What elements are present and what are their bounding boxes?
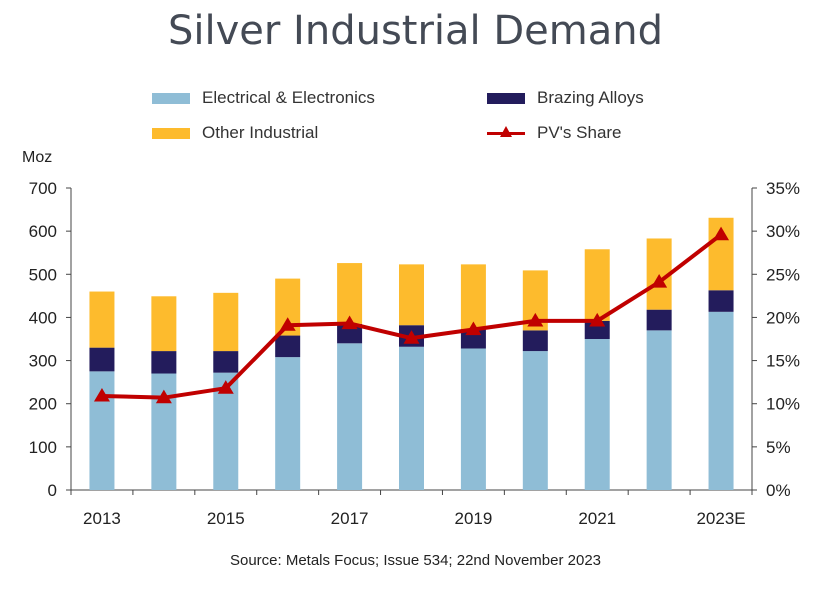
pv-share-point [403, 330, 420, 344]
x-tick-label: 2013 [83, 509, 121, 528]
legend-electrical-label: Electrical & Electronics [202, 88, 375, 107]
bar-electrical [275, 357, 301, 490]
legend-pv: PV's Share [487, 123, 622, 143]
y2-tick-label: 10% [766, 395, 800, 414]
y2-tick-label: 5% [766, 438, 791, 457]
pv-share-point [279, 317, 296, 331]
source-note: Source: Metals Focus; Issue 534; 22nd No… [229, 552, 602, 569]
bar-brazing [151, 351, 177, 374]
bar-brazing [275, 335, 301, 358]
legend-other-label: Other Industrial [202, 123, 319, 142]
bar-electrical [460, 348, 486, 490]
y2-tick-label: 30% [766, 222, 800, 241]
x-tick-label: 2021 [578, 509, 616, 528]
bar-brazing [646, 309, 672, 331]
pv-share-point [93, 387, 110, 402]
bar-other [584, 249, 610, 321]
y-tick-label: 400 [29, 308, 57, 327]
bar-other [460, 264, 486, 330]
legend-brazing: Brazing Alloys [487, 88, 644, 108]
bar-electrical [337, 343, 363, 490]
pv-share-point [155, 389, 172, 404]
bar-other [337, 263, 363, 324]
legend-pv-label: PV's Share [537, 123, 622, 142]
pv-share-point [217, 380, 234, 394]
bar-electrical [708, 311, 734, 490]
y2-tick-label: 20% [766, 308, 800, 327]
legend-electrical: Electrical & Electronics [152, 88, 375, 108]
legend-pv-swatch [487, 126, 525, 140]
y-tick-label: 700 [29, 179, 57, 198]
y-tick-label: 100 [29, 438, 57, 457]
y2-tick-label: 0% [766, 481, 791, 500]
y2-tick-label: 15% [766, 352, 800, 371]
bar-other [399, 264, 424, 326]
pv-share-point [527, 312, 544, 327]
bar-electrical [522, 351, 548, 490]
legend-electrical-swatch [152, 92, 190, 104]
legend-other: Other Industrial [152, 123, 318, 143]
bar-electrical [399, 346, 424, 490]
bar-other [89, 291, 115, 348]
bar-brazing [213, 351, 239, 373]
bar-electrical [584, 339, 610, 490]
y-tick-label: 600 [29, 222, 57, 241]
pv-share-point [341, 315, 358, 330]
bar-other [213, 292, 239, 352]
pv-share-point [465, 321, 482, 336]
y2-tick-label: 25% [766, 265, 800, 284]
y-tick-label: 500 [29, 265, 57, 284]
y-axis-label: Moz [22, 149, 52, 166]
bar-brazing [522, 330, 548, 352]
bar-electrical [646, 330, 672, 490]
y-tick-label: 0 [48, 481, 57, 500]
x-tick-label: 2015 [207, 509, 245, 528]
legend-brazing-label: Brazing Alloys [537, 88, 644, 107]
x-tick-label: 2023E [696, 509, 745, 528]
pv-share-point [651, 274, 668, 288]
bar-brazing [708, 290, 734, 312]
y2-tick-label: 35% [766, 179, 800, 198]
y-tick-label: 200 [29, 395, 57, 414]
legend-other-swatch [152, 127, 190, 139]
pv-share-point [713, 226, 730, 241]
chart-title: Silver Industrial Demand [168, 8, 663, 54]
bar-brazing [89, 347, 115, 372]
x-tick-label: 2017 [331, 509, 369, 528]
legend-brazing-swatch [487, 92, 525, 104]
y-tick-label: 300 [29, 352, 57, 371]
x-tick-label: 2019 [454, 509, 492, 528]
bar-other [151, 296, 177, 352]
pv-share-point [589, 312, 606, 327]
